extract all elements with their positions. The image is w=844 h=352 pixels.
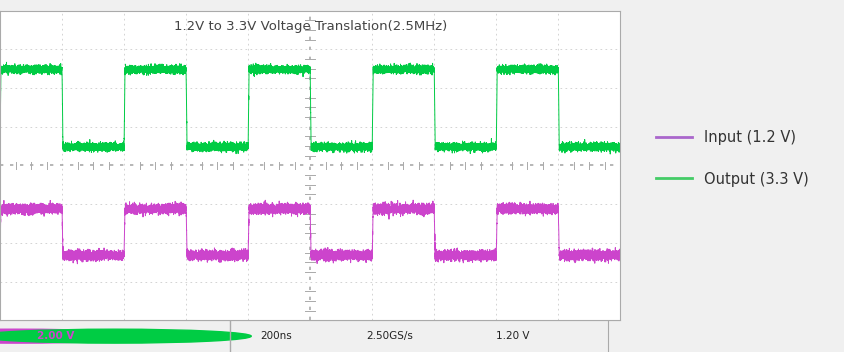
- Circle shape: [0, 329, 152, 343]
- Text: 200ns: 200ns: [261, 331, 292, 341]
- Text: 2.50GS/s: 2.50GS/s: [366, 331, 413, 341]
- Text: 1.2V to 3.3V Voltage Translation(2.5MHz): 1.2V to 3.3V Voltage Translation(2.5MHz): [174, 20, 446, 33]
- Text: 2.00 V: 2.00 V: [37, 331, 74, 341]
- Circle shape: [0, 329, 252, 343]
- Text: 1.20 V: 1.20 V: [496, 331, 530, 341]
- Legend: Input (1.2 V), Output (3.3 V): Input (1.2 V), Output (3.3 V): [650, 125, 814, 192]
- Text: 2.00 V: 2.00 V: [137, 331, 174, 341]
